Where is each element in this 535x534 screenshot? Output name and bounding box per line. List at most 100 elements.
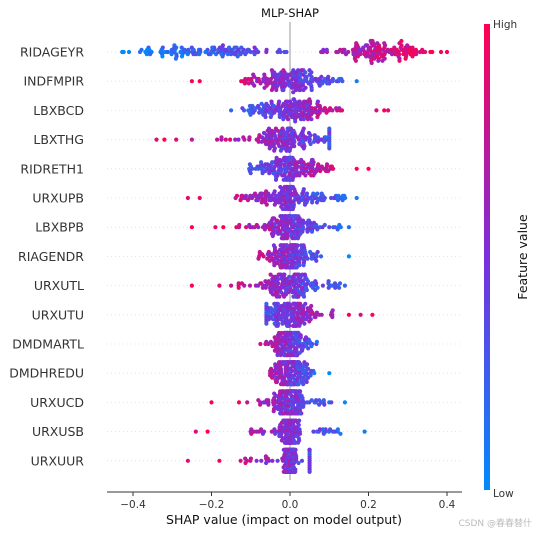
shap-point [285, 72, 290, 77]
colorbar-high-label: High [493, 19, 517, 31]
shap-point [346, 225, 351, 230]
shap-point [294, 454, 299, 459]
shap-point [283, 440, 288, 445]
shap-point [306, 162, 311, 167]
shap-point [224, 47, 229, 52]
shap-point [311, 429, 316, 434]
shap-point [303, 301, 308, 306]
shap-point [143, 49, 148, 55]
shap-point [148, 52, 153, 57]
shap-point [304, 168, 309, 174]
shap-point [355, 54, 360, 59]
shap-point [197, 195, 202, 201]
shap-point [325, 81, 330, 86]
shap-point [268, 272, 273, 277]
shap-point [313, 76, 318, 82]
shap-point [282, 418, 287, 423]
shap-point [317, 312, 322, 317]
shap-point [342, 193, 347, 198]
shap-point [270, 317, 276, 322]
shap-point [287, 148, 292, 153]
shap-point [283, 330, 288, 336]
shap-point [295, 360, 300, 365]
shap-point [346, 312, 351, 317]
shap-point [299, 157, 304, 163]
shap-point [255, 198, 260, 203]
shap-point [318, 168, 323, 174]
shap-point [292, 469, 298, 474]
shap-point [229, 283, 234, 288]
shap-point [342, 47, 347, 52]
shap-point [393, 52, 398, 57]
shap-point [330, 308, 335, 313]
shap-point [236, 400, 242, 405]
shap-point [309, 303, 314, 309]
shap-point [281, 177, 286, 182]
shap-point [300, 346, 305, 351]
shap-point [270, 256, 275, 261]
shap-point [169, 52, 174, 57]
shap-point [420, 47, 425, 52]
shap-point [267, 285, 273, 290]
shap-point [240, 106, 245, 111]
shap-point [321, 47, 326, 52]
shap-point [229, 52, 234, 57]
shap-point [288, 214, 293, 219]
shap-point [375, 41, 380, 46]
shap-point [335, 427, 340, 432]
shap-point [307, 319, 312, 324]
shap-point [289, 114, 295, 120]
shap-point [281, 68, 286, 73]
shap-point [284, 184, 289, 190]
shap-point [308, 249, 313, 255]
shap-point [276, 231, 281, 236]
shap-point [295, 135, 300, 140]
shap-point [332, 281, 338, 286]
shap-point [268, 339, 273, 344]
shap-point [247, 135, 252, 140]
shap-point [264, 189, 269, 194]
shap-point [334, 106, 339, 111]
shap-point [232, 52, 237, 57]
shap-point [277, 247, 283, 252]
shap-point [389, 47, 394, 52]
shap-point [293, 323, 298, 328]
shap-point [346, 254, 351, 259]
shap-point [276, 200, 281, 205]
shap-point [319, 74, 324, 79]
shap-point [290, 290, 295, 295]
shap-point [282, 214, 287, 219]
shap-point [295, 272, 300, 277]
shap-point [290, 360, 295, 365]
shap-point [324, 110, 329, 115]
shap-point [245, 400, 250, 405]
shap-point [281, 272, 286, 277]
shap-point [258, 191, 263, 196]
shap-point [263, 162, 268, 167]
shap-point [241, 79, 246, 84]
shap-point [259, 139, 264, 144]
shap-point [343, 52, 349, 57]
shap-point [372, 56, 377, 61]
shap-point [297, 141, 302, 147]
shap-point [246, 81, 251, 86]
shap-point [259, 101, 264, 106]
shap-point [291, 68, 296, 73]
shap-point [262, 85, 267, 90]
shap-point [330, 429, 336, 434]
shap-point [278, 265, 283, 270]
feature-label: RIDRETH1 [20, 161, 84, 176]
feature-label: URXUCD [30, 395, 84, 410]
shap-point [289, 382, 294, 387]
shap-point [326, 74, 331, 79]
shap-point [256, 164, 261, 169]
shap-point [281, 382, 286, 387]
shap-point [281, 411, 287, 416]
shap-point [294, 173, 299, 178]
shap-point [280, 87, 285, 93]
shap-point [258, 81, 263, 86]
shap-point [290, 249, 295, 255]
shap-point [270, 233, 275, 239]
shap-point [217, 283, 222, 288]
shap-point [314, 339, 319, 344]
